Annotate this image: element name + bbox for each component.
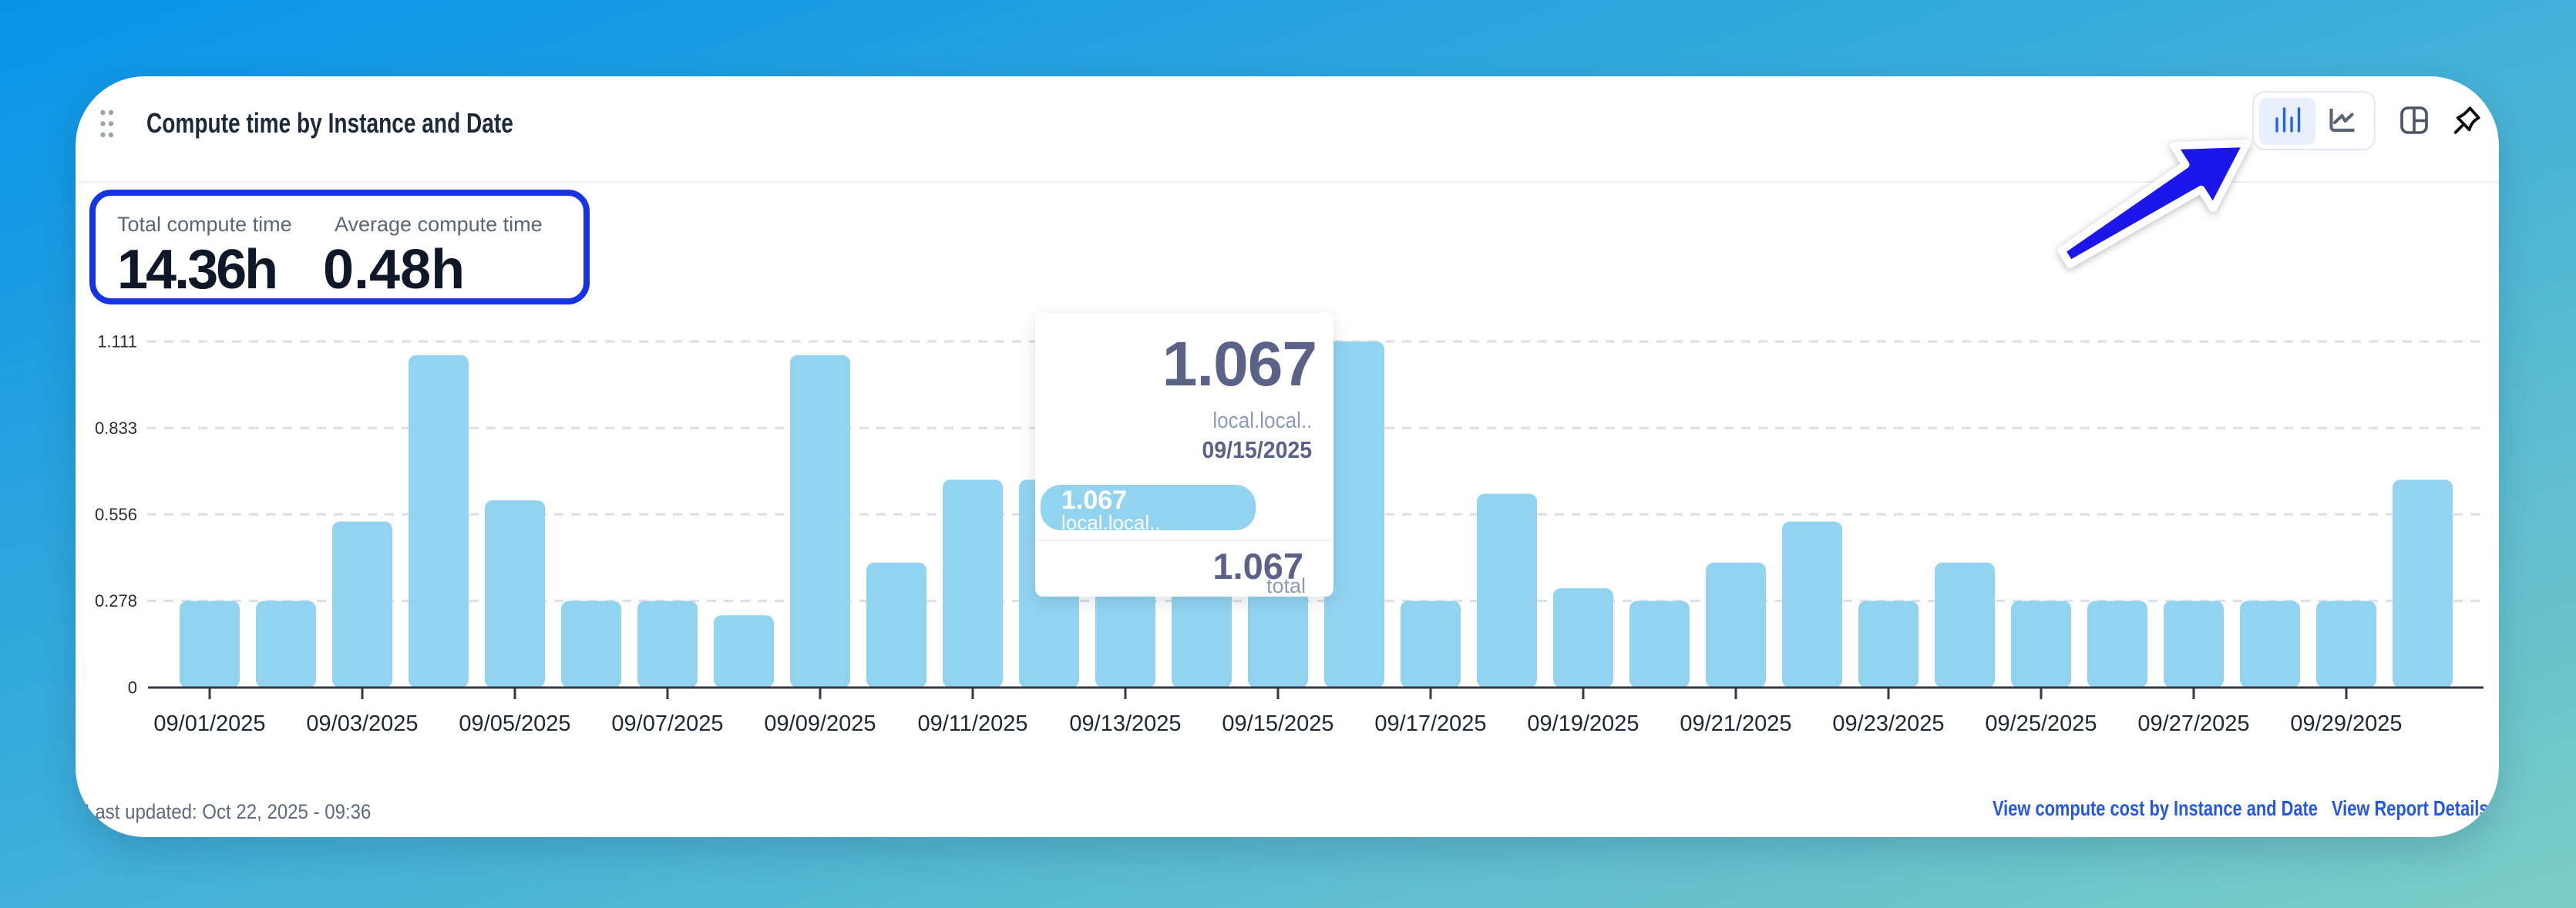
svg-text:09/11/2025: 09/11/2025 xyxy=(918,711,1028,736)
svg-text:09/19/2025: 09/19/2025 xyxy=(1527,711,1639,736)
svg-text:09/01/2025: 09/01/2025 xyxy=(153,711,265,736)
svg-text:09/15/2025: 09/15/2025 xyxy=(1222,711,1333,736)
svg-text:0.556: 0.556 xyxy=(95,505,137,524)
svg-text:0.833: 0.833 xyxy=(95,419,137,438)
svg-text:09/29/2025: 09/29/2025 xyxy=(2290,711,2402,736)
svg-text:09/03/2025: 09/03/2025 xyxy=(306,711,418,736)
svg-text:09/21/2025: 09/21/2025 xyxy=(1680,711,1791,736)
svg-text:09/09/2025: 09/09/2025 xyxy=(764,711,876,736)
svg-text:09/05/2025: 09/05/2025 xyxy=(459,711,570,736)
svg-text:0: 0 xyxy=(128,678,137,698)
svg-text:0.278: 0.278 xyxy=(95,591,137,610)
svg-text:09/17/2025: 09/17/2025 xyxy=(1374,711,1486,736)
svg-text:09/07/2025: 09/07/2025 xyxy=(611,711,723,736)
svg-text:09/25/2025: 09/25/2025 xyxy=(1985,711,2097,736)
svg-text:09/23/2025: 09/23/2025 xyxy=(1832,711,1944,736)
svg-text:1.111: 1.111 xyxy=(97,332,137,351)
svg-text:09/13/2025: 09/13/2025 xyxy=(1069,711,1181,736)
svg-text:09/27/2025: 09/27/2025 xyxy=(2137,711,2249,736)
